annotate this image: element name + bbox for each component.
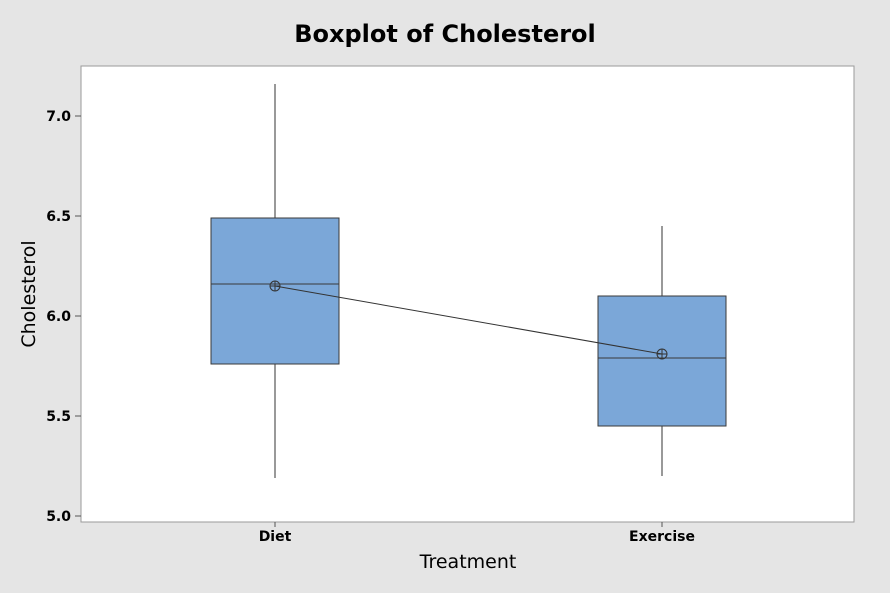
plot-area: [80, 65, 855, 523]
mean-symbol: [269, 280, 281, 292]
x-tick-label: Diet: [259, 529, 292, 545]
mean-layer: [269, 280, 668, 360]
mean-connect-line: [274, 285, 663, 355]
y-axis: 5.0 5.5 6.0 6.5 7.0: [46, 109, 81, 525]
x-tick-label: Exercise: [629, 529, 695, 545]
y-axis-label: Cholesterol: [18, 240, 40, 347]
y-tick-label: 7.0: [46, 109, 71, 125]
iqr-box: [210, 217, 340, 365]
y-tick-label: 5.0: [46, 509, 71, 525]
box-exercise: [597, 226, 727, 476]
x-axis: Diet Exercise: [259, 522, 695, 545]
iqr-box: [597, 295, 727, 427]
mean-symbol: [656, 348, 668, 360]
y-tick-label: 5.5: [46, 409, 71, 425]
y-tick-label: 6.0: [46, 309, 71, 325]
y-tick-label: 6.5: [46, 209, 71, 225]
chart-title: Boxplot of Cholesterol: [294, 20, 596, 48]
boxes-group: [210, 84, 727, 478]
x-axis-label: Treatment: [419, 551, 517, 573]
